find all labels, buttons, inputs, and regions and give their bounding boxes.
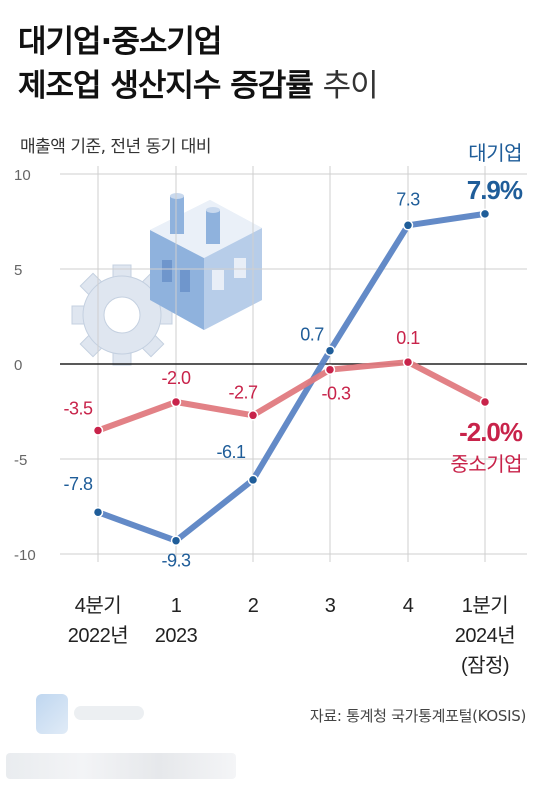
- x-tick-label: 2022년: [68, 624, 128, 647]
- series-small-data-label: -2.0: [161, 368, 191, 388]
- series-small-point: [92, 425, 104, 436]
- series-small-point: [479, 396, 491, 408]
- x-tick-label: 1: [171, 595, 182, 617]
- title-line-2-light: 추이: [322, 68, 379, 104]
- title-line-2-bold: 제조업 생산지수 증감률: [18, 68, 314, 104]
- x-tick-label: (잠정): [461, 654, 509, 677]
- data-labels: -7.8 -9.3 -6.1 0.7 7.3 -3.5 -2.0 -2.7 -0.3 0.1: [63, 189, 420, 570]
- watermark-text: [74, 706, 144, 720]
- y-tick-label: -5: [14, 452, 27, 469]
- series-large-point: [479, 208, 491, 220]
- title-line-1: 대기업·중소기업: [18, 24, 222, 60]
- x-tick-label: 2024년: [455, 624, 515, 647]
- series-small-point: [247, 410, 259, 421]
- series-small-data-label: -0.3: [321, 384, 351, 404]
- title-line-2: 제조업 생산지수 증감률 추이: [18, 64, 379, 108]
- series-legend: 대기업 7.9% -2.0% 중소기업: [450, 142, 523, 476]
- series-small-point: [402, 356, 414, 368]
- series-large-line: [95, 210, 488, 544]
- series-small-data-label: 0.1: [396, 328, 420, 348]
- series-large-data-label: -7.8: [63, 474, 93, 494]
- series-large-last-label: 7.9%: [467, 175, 523, 205]
- series-large-point: [170, 535, 182, 546]
- x-axis-ticks: 4분기 2022년 1 2023 2 3 4 1분기 2024년 (잠정): [68, 594, 516, 677]
- series-large-point: [402, 220, 414, 231]
- series-large-point: [324, 345, 336, 356]
- series-small-data-label: -3.5: [63, 399, 93, 419]
- y-tick-label: 10: [14, 167, 31, 184]
- series-large-point: [92, 506, 104, 518]
- x-tick-label: 2: [248, 595, 259, 617]
- series-small-point: [324, 364, 336, 375]
- legend-small: 중소기업: [450, 453, 522, 476]
- series-small-data-label: -2.7: [228, 382, 258, 402]
- chart-grid: [60, 166, 527, 562]
- series-large-data-label: 0.7: [300, 325, 324, 345]
- y-axis-ticks: 10 5 0 -5 -10: [14, 167, 36, 564]
- series-large-data-label: 7.3: [396, 189, 420, 209]
- x-tick-label: 4: [403, 595, 414, 617]
- x-tick-label: 2023: [155, 625, 198, 647]
- x-tick-label: 3: [325, 595, 336, 617]
- legend-large: 대기업: [468, 142, 522, 165]
- y-tick-label: -10: [14, 547, 36, 564]
- x-tick-label: 1분기: [462, 594, 508, 617]
- series-large-data-label: -9.3: [161, 551, 191, 571]
- series-small-point: [170, 396, 182, 408]
- factory-icon: [150, 193, 262, 330]
- footer-blur: [6, 753, 236, 779]
- chart-subtitle: 매출액 기준, 전년 동기 대비: [20, 137, 212, 157]
- series-small-line: [95, 359, 488, 434]
- x-tick-label: 4분기: [75, 594, 121, 617]
- series-points: [92, 208, 491, 546]
- series-small-last-label: -2.0%: [459, 417, 523, 447]
- y-tick-label: 0: [14, 357, 22, 374]
- series-large-point: [247, 474, 259, 486]
- series-large-data-label: -6.1: [216, 442, 246, 462]
- y-tick-label: 5: [14, 262, 22, 279]
- series-lines: [95, 210, 488, 544]
- watermark-logo: [36, 694, 68, 734]
- chart-title: 대기업·중소기업 제조업 생산지수 증감률 추이: [18, 20, 379, 108]
- source-note: 자료: 통계청 국가통계포털(KOSIS): [309, 707, 526, 725]
